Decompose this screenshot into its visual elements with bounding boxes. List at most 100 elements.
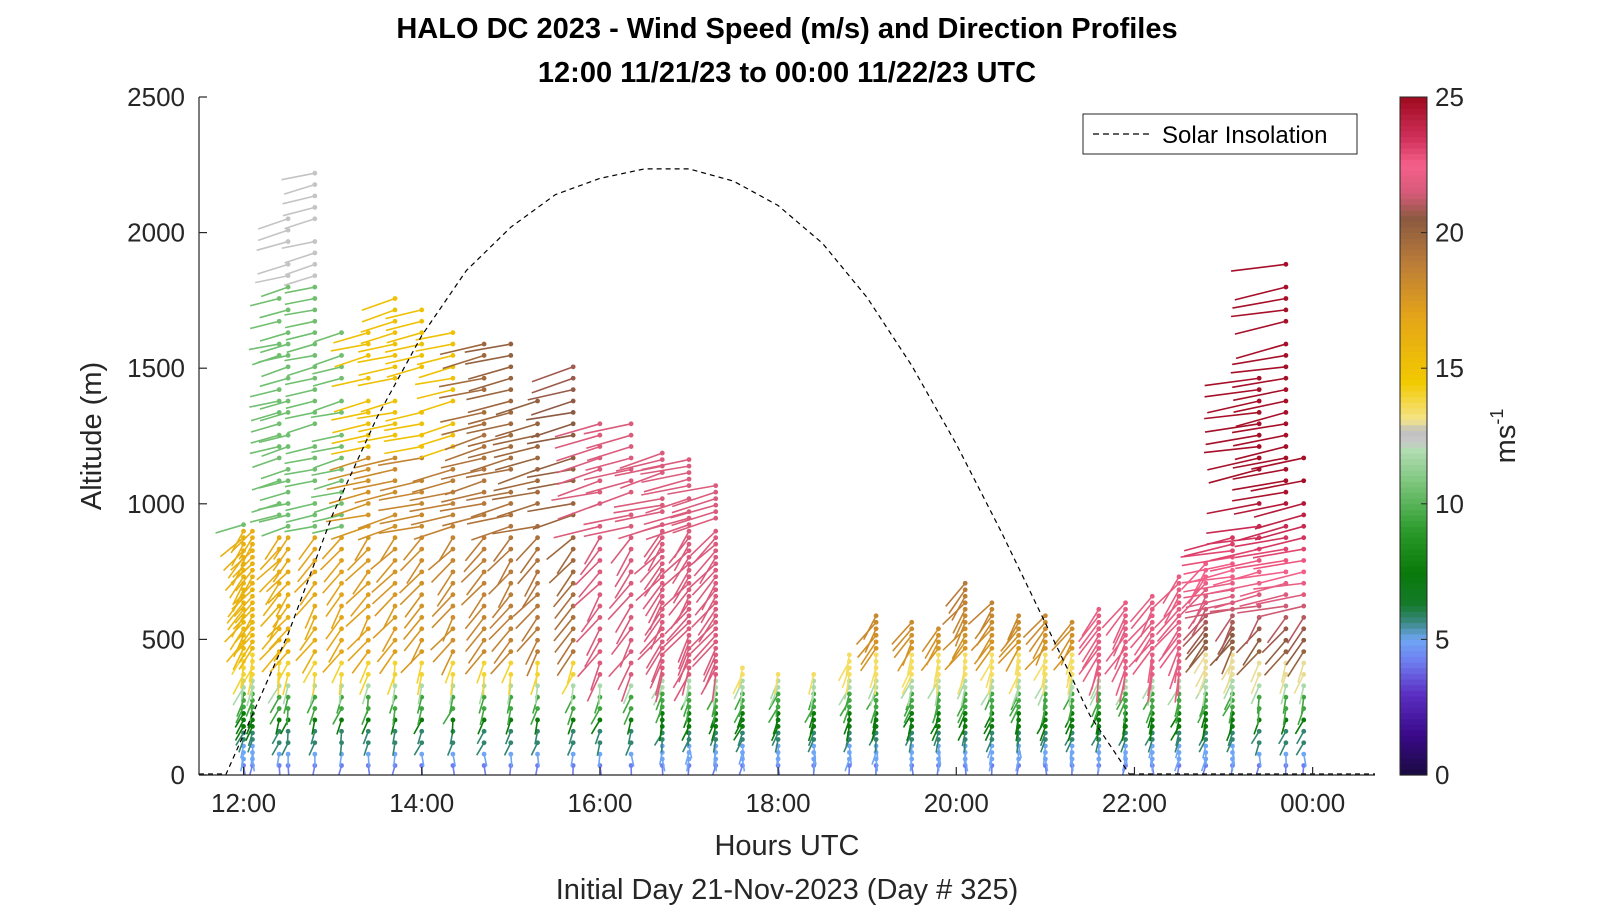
- wind-barb: [334, 354, 369, 368]
- wind-barb-point: [1176, 574, 1182, 580]
- wind-barb-point: [276, 717, 282, 723]
- wind-barb: [359, 674, 370, 695]
- wind-barb-point: [873, 645, 879, 651]
- wind-barb-point: [686, 587, 692, 593]
- wind-barb-point: [285, 603, 291, 609]
- wind-barb: [1133, 628, 1153, 656]
- wind-barb: [701, 582, 717, 611]
- wind-barb: [622, 696, 632, 714]
- wind-barb: [936, 654, 940, 676]
- wind-barb-point: [285, 546, 291, 552]
- wind-barb-point: [936, 632, 941, 638]
- wind-barb-point: [481, 751, 487, 757]
- colorbar-band: [1400, 549, 1427, 556]
- wind-barb: [301, 651, 316, 674]
- wind-barb-point: [775, 730, 781, 736]
- wind-barb: [871, 726, 877, 742]
- wind-barb-point: [659, 541, 665, 547]
- wind-barb-point: [1256, 398, 1262, 404]
- wind-barb: [1233, 388, 1287, 402]
- wind-barb: [626, 719, 632, 735]
- wind-barb: [1203, 445, 1260, 454]
- wind-barb: [663, 621, 690, 648]
- wind-barb: [1232, 354, 1287, 366]
- wind-barb: [1188, 641, 1207, 668]
- wind-barb-point: [339, 523, 344, 529]
- wind-barb-point: [873, 619, 879, 625]
- x-axis-ticks: 12:00 14:00 16:00 18:00 20:00 22:00 00:00: [211, 767, 1345, 818]
- wind-barb-point: [1203, 685, 1209, 690]
- wind-barb: [497, 560, 512, 586]
- wind-barb: [692, 634, 717, 661]
- wind-barb: [444, 662, 454, 684]
- wind-barb: [470, 502, 512, 518]
- wind-barb-point: [909, 639, 915, 645]
- wind-barb-point: [740, 730, 745, 736]
- wind-barb-point: [250, 535, 255, 541]
- wind-barb: [649, 661, 664, 689]
- wind-barb-point: [1301, 694, 1307, 700]
- wind-barb-point: [250, 639, 255, 645]
- wind-barb-point: [1283, 501, 1289, 506]
- wind-barb-point: [1283, 375, 1289, 381]
- wind-barb: [1287, 651, 1305, 677]
- colorbar-band: [1400, 622, 1427, 629]
- wind-barb-point: [250, 619, 255, 625]
- colorbar-band: [1400, 509, 1427, 516]
- wind-barb: [902, 641, 913, 666]
- wind-barb-point: [392, 683, 398, 689]
- wind-barb-point: [312, 523, 318, 529]
- wind-barb-point: [936, 652, 941, 658]
- wind-barb: [402, 537, 423, 561]
- wind-barb-point: [450, 478, 456, 484]
- wind-barb: [412, 468, 454, 483]
- wind-barb: [1069, 700, 1073, 718]
- wind-barb-point: [686, 600, 692, 606]
- wind-barb-point: [419, 353, 425, 358]
- wind-barb-point: [570, 728, 576, 734]
- wind-barb-point: [508, 626, 514, 632]
- wind-barb: [1112, 615, 1127, 644]
- wind-barb: [1230, 263, 1287, 272]
- wind-barb: [409, 639, 423, 664]
- wind-barb: [488, 571, 512, 595]
- wind-barb: [269, 708, 280, 725]
- wind-barb: [1042, 674, 1047, 695]
- colorbar-band: [1400, 260, 1427, 268]
- wind-barb: [583, 537, 601, 565]
- wind-barb-point: [1042, 613, 1048, 619]
- wind-barb: [769, 687, 779, 706]
- wind-barb: [1204, 388, 1260, 398]
- wind-barb-point: [713, 567, 719, 573]
- colorbar-band: [1400, 729, 1427, 737]
- wind-barb-point: [276, 740, 282, 746]
- wind-barb-point: [1096, 613, 1102, 619]
- wind-barb-point: [276, 444, 282, 449]
- wind-barb-point: [1301, 717, 1307, 723]
- wind-barb: [442, 514, 485, 527]
- wind-barb-point: [250, 724, 255, 729]
- wind-barb-point: [597, 740, 603, 746]
- wind-barb: [258, 571, 280, 593]
- wind-barb-point: [1256, 387, 1262, 393]
- wind-barb-point: [276, 535, 282, 541]
- wind-barb-point: [365, 694, 371, 700]
- wind-barb: [321, 537, 343, 560]
- wind-barb: [379, 479, 422, 492]
- wind-barb: [371, 582, 396, 605]
- wind-barb-point: [339, 455, 344, 461]
- wind-barb-point: [628, 512, 634, 518]
- wind-barb-point: [535, 444, 540, 449]
- wind-barb-point: [1230, 652, 1235, 658]
- wind-barb: [613, 497, 663, 508]
- colorbar-band: [1400, 255, 1427, 262]
- wind-barb: [392, 708, 396, 726]
- wind-barb: [385, 411, 422, 422]
- colorbar-band: [1400, 159, 1427, 166]
- wind-barb: [281, 240, 315, 250]
- wind-barb-point: [1149, 606, 1155, 612]
- wind-barb-point: [312, 466, 318, 472]
- wind-barb: [551, 491, 601, 502]
- wind-barb: [1154, 621, 1180, 648]
- wind-barb-point: [1283, 444, 1289, 449]
